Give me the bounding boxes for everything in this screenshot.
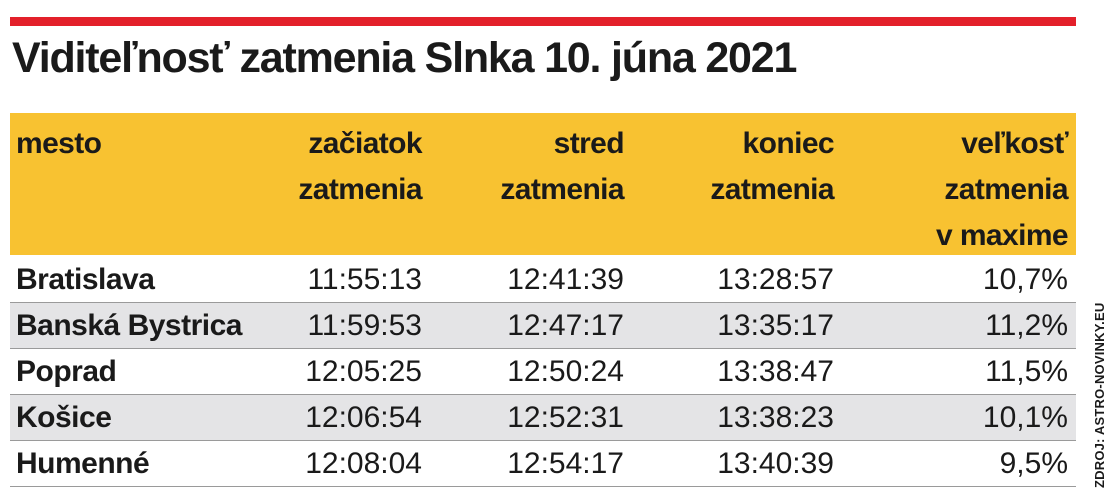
source: ZDROJ: ASTRO-NOVINKY.EU — [1092, 302, 1106, 488]
time-value: 11:59:53 — [307, 309, 422, 342]
header-line: koniec — [742, 127, 835, 160]
time-value: 12:52:31 — [507, 401, 624, 434]
time-value: 12:06:54 — [305, 401, 422, 434]
time-value: 12:41:39 — [507, 263, 624, 296]
table-row: Humenné 12:08:04 12:54:17 13:40:39 9,5% — [10, 441, 1076, 487]
table-header: mesto začiatok zatmenia stred zatmenia koniec… — [10, 113, 1076, 255]
time-value: 13:28:57 — [717, 263, 834, 296]
time-value: 13:35:17 — [717, 309, 834, 342]
time-value: 13:38:23 — [717, 401, 834, 434]
city-name: Bratislava — [16, 263, 155, 296]
header-line: zatmenia — [710, 173, 834, 206]
time-value: 10,1% — [982, 401, 1068, 434]
title: Viditeľnosť zatmenia Slnka 10. júna 2021 — [12, 34, 797, 82]
time-value: 10,7% — [982, 263, 1068, 296]
time-value: 11,5% — [985, 355, 1068, 388]
time-value: 12:54:17 — [507, 447, 624, 480]
table-row: Poprad 12:05:25 12:50:24 13:38:47 11,5% — [10, 349, 1076, 395]
time-value: 9,5% — [999, 447, 1068, 480]
city-name: Banská Bystrica — [16, 309, 242, 342]
table-row: Košice 12:06:54 12:52:31 13:38:23 10,1% — [10, 395, 1076, 441]
header-cell: stred zatmenia — [500, 121, 624, 213]
time-value: 11:55:13 — [307, 263, 422, 296]
header-line: stred — [553, 127, 625, 160]
header-line: v maxime — [936, 219, 1069, 252]
city-name: Poprad — [16, 355, 117, 388]
table-row: Banská Bystrica 11:59:53 12:47:17 13:35:17 1… — [10, 303, 1076, 349]
header-line: začiatok — [308, 127, 422, 160]
header-cell: veľkosť zatmenia v maxime — [936, 121, 1069, 259]
city-name: Humenné — [16, 447, 150, 480]
time-value: 12:47:17 — [507, 309, 624, 342]
top-bar — [10, 17, 1076, 26]
header-cell: začiatok zatmenia — [298, 121, 422, 213]
header-cell: koniec zatmenia — [710, 121, 834, 213]
time-value: 13:38:47 — [717, 355, 834, 388]
header-line: veľkosť — [961, 127, 1068, 160]
time-value: 12:05:25 — [305, 355, 422, 388]
header-line: zatmenia — [298, 173, 422, 206]
city-name: Košice — [16, 401, 112, 434]
time-value: 12:50:24 — [507, 355, 624, 388]
time-value: 12:08:04 — [305, 447, 422, 480]
time-value: 11,2% — [985, 309, 1068, 342]
header-line: zatmenia — [944, 173, 1068, 206]
table-row: Bratislava 11:55:13 12:41:39 13:28:57 10,7% — [10, 257, 1076, 303]
header-line: mesto — [16, 127, 102, 160]
time-value: 13:40:39 — [717, 447, 834, 480]
header-line: zatmenia — [500, 173, 624, 206]
header-cell: mesto — [16, 121, 102, 167]
